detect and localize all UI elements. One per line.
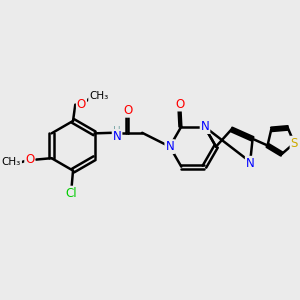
- Text: N: N: [113, 130, 122, 143]
- Text: O: O: [123, 104, 132, 117]
- Text: O: O: [77, 98, 86, 110]
- Text: S: S: [291, 137, 298, 150]
- Text: O: O: [25, 153, 34, 166]
- Text: N: N: [246, 157, 255, 170]
- Text: N: N: [201, 120, 209, 133]
- Text: N: N: [165, 140, 174, 153]
- Text: Cl: Cl: [66, 187, 77, 200]
- Text: O: O: [176, 98, 185, 110]
- Text: H: H: [113, 126, 121, 136]
- Text: CH₃: CH₃: [89, 91, 108, 101]
- Text: CH₃: CH₃: [2, 158, 21, 167]
